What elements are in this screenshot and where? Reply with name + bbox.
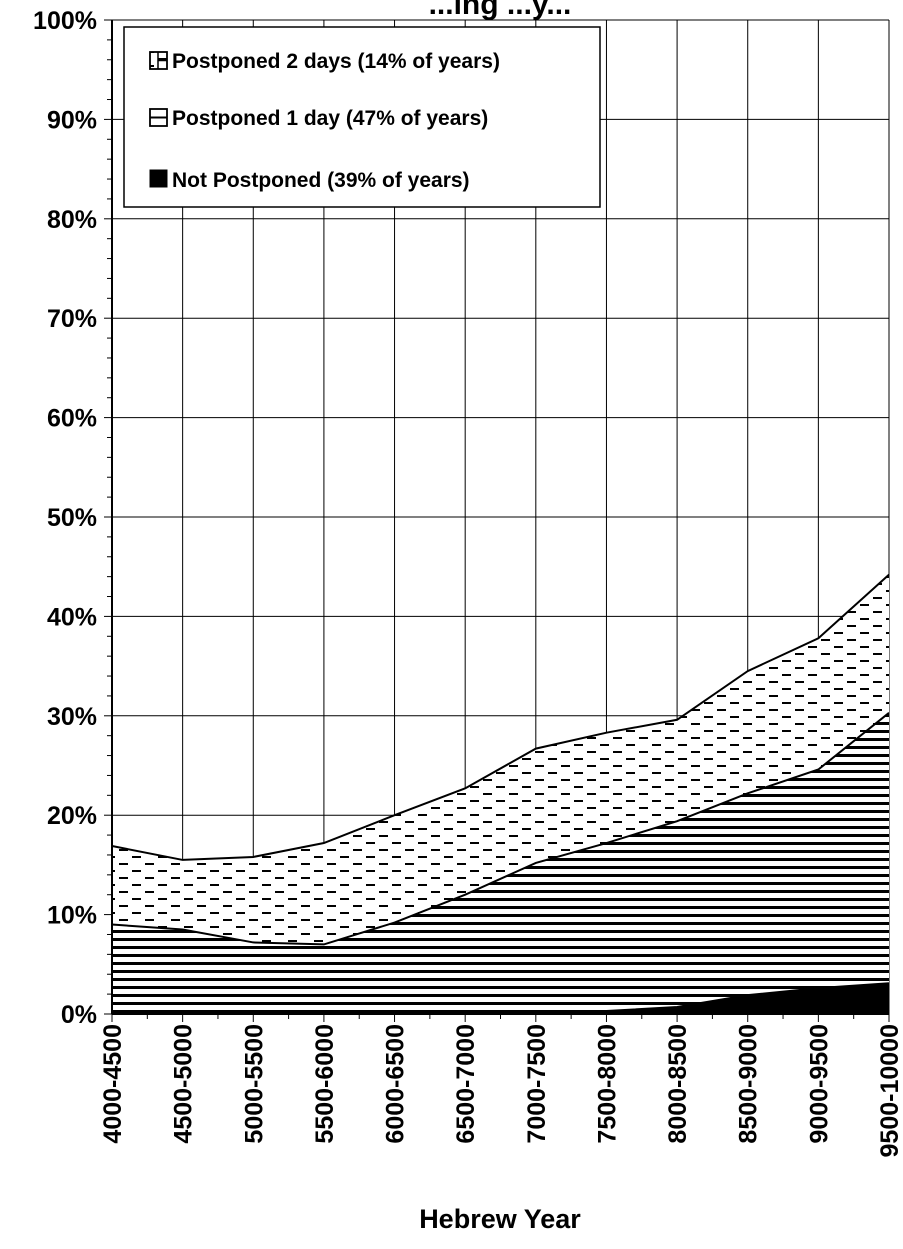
x-tick-label: 4500-5000 — [170, 1024, 198, 1144]
y-tick-label: 10% — [47, 902, 97, 930]
x-tick-label: 9000-9500 — [805, 1024, 833, 1144]
y-tick-label: 80% — [47, 206, 97, 234]
area-postponed-1-day — [112, 712, 889, 1014]
area-postponed-2-days — [112, 574, 889, 945]
y-tick-label: 60% — [47, 405, 97, 433]
line-postponed-2-days — [111, 573, 890, 861]
y-tick-label: 70% — [47, 305, 97, 333]
x-tick-label: 5500-6000 — [311, 1024, 339, 1144]
x-tick-label: 6000-6500 — [382, 1024, 410, 1144]
legend-label-postponed-1-day: Postponed 1 day (47% of years) — [172, 107, 488, 130]
line-postponed-1-day — [111, 712, 890, 946]
legend-label-not-postponed: Not Postponed (39% of years) — [172, 169, 470, 192]
y-tick-label: 90% — [47, 106, 97, 134]
legend: Postponed 2 days (14% of years) Postpone… — [123, 26, 601, 208]
area-not-postponed — [112, 983, 889, 1014]
legend-label-postponed-2-days: Postponed 2 days (14% of years) — [172, 50, 500, 73]
x-tick-label: 7000-7500 — [523, 1024, 551, 1144]
x-tick-label: 5000-5500 — [240, 1024, 268, 1144]
axes — [104, 19, 890, 1022]
x-tick-label: 7500-8000 — [593, 1024, 621, 1144]
x-tick-label: 6500-7000 — [452, 1024, 480, 1144]
y-tick-label: 0% — [61, 1001, 97, 1029]
legend-swatch-not-postponed — [149, 169, 168, 188]
x-tick-label: 8000-8500 — [664, 1024, 692, 1144]
x-tick-label: 9500-10000 — [876, 1024, 903, 1157]
chart-title: ...ing ...y... — [429, 0, 572, 21]
area-series — [112, 574, 889, 1014]
x-tick-label: 4000-4500 — [99, 1024, 127, 1144]
y-tick-label: 40% — [47, 603, 97, 631]
y-tick-label: 30% — [47, 703, 97, 731]
y-tick-label: 100% — [33, 7, 97, 35]
legend-box — [123, 26, 601, 208]
y-tick-label: 20% — [47, 802, 97, 830]
y-tick-label: 50% — [47, 504, 97, 532]
x-tick-labels: 4000-4500 4500-5000 5000-5500 5500-6000 6000… — [99, 1024, 903, 1157]
x-axis-title: Hebrew Year — [419, 1204, 581, 1234]
x-tick-label: 8500-9000 — [735, 1024, 763, 1144]
y-tick-labels: 0% 10% 20% 30% 40% 50% 60% 70% 80% 90% 100% — [33, 7, 97, 1029]
